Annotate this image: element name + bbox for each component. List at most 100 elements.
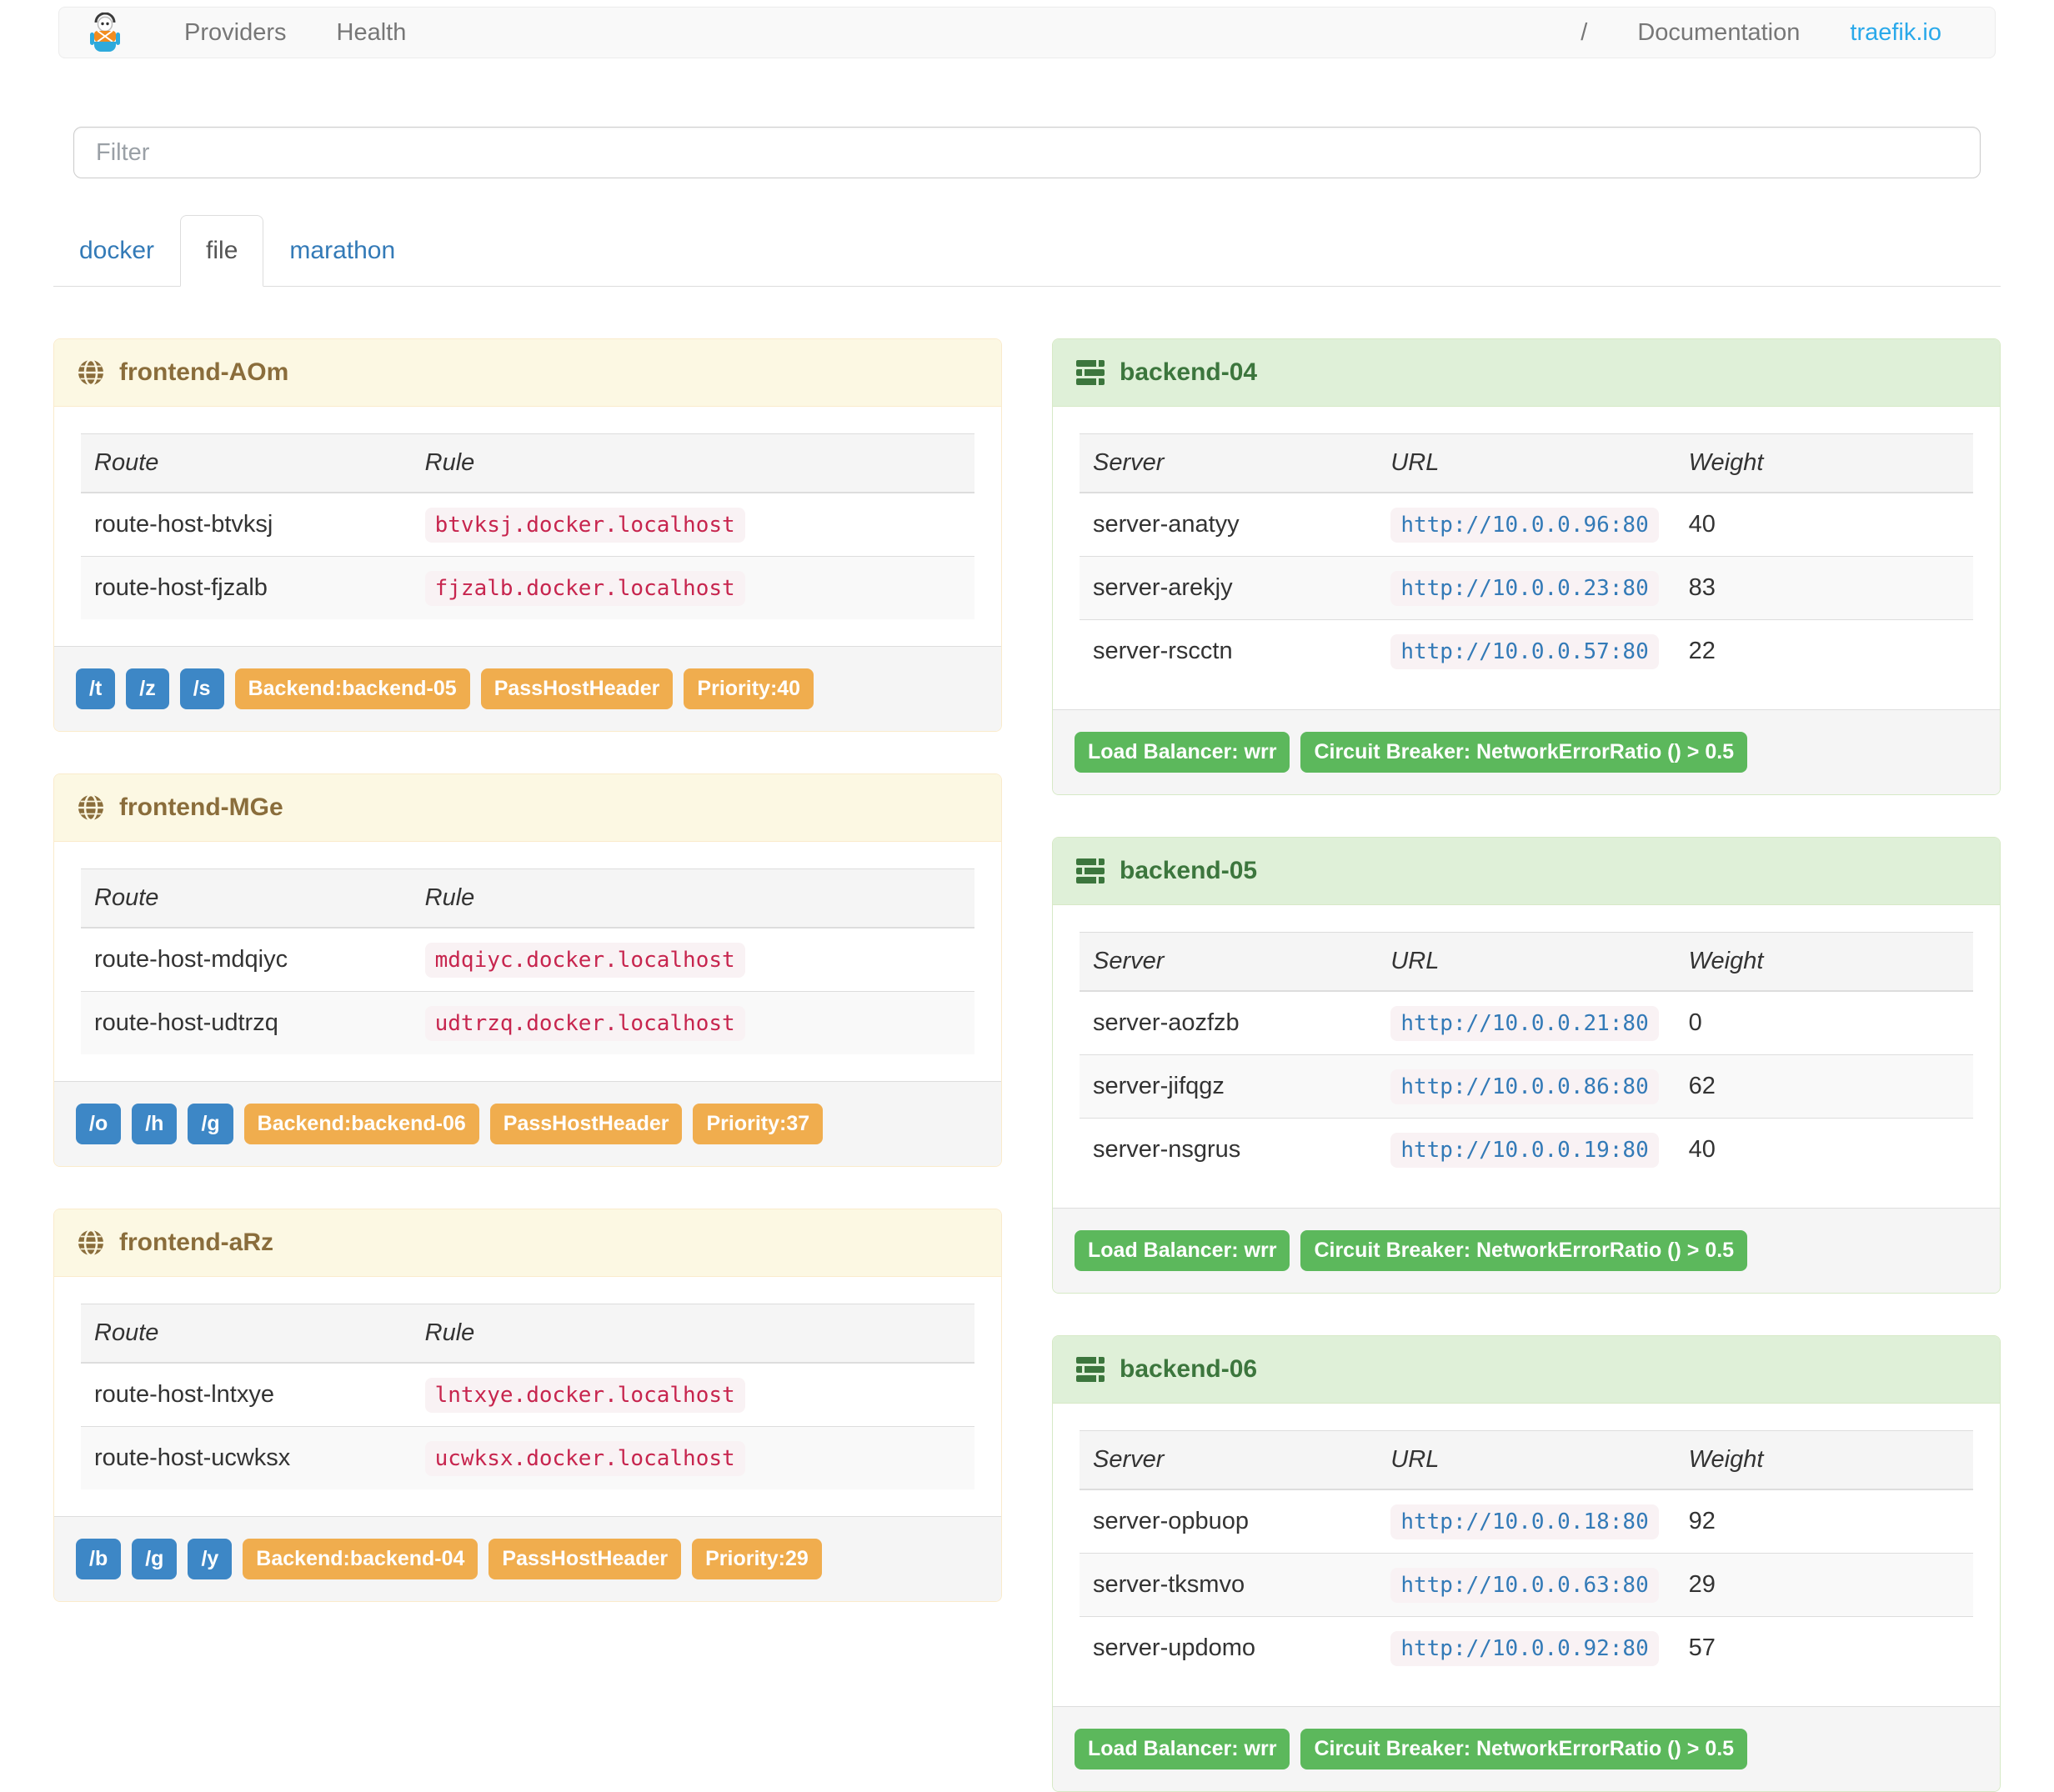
backend-panel-body: Server URL Weight server-opbuop http://10.0… (1053, 1404, 2000, 1706)
server-url-link[interactable]: http://10.0.0.23:80 (1390, 571, 1659, 606)
rule-code: udtrzq.docker.localhost (424, 1006, 745, 1041)
frontend-panel: frontend-MGe Route Rule route-host-mdqiyc… (53, 773, 1002, 1167)
backend-tag-badge: Load Balancer: wrr (1075, 1230, 1290, 1271)
servers-table-header-row: Server URL Weight (1080, 433, 1973, 493)
server-url-link[interactable]: http://10.0.0.92:80 (1390, 1631, 1659, 1666)
backend-tag-badge: Circuit Breaker: NetworkErrorRatio () > … (1300, 1230, 1748, 1271)
server-name: server-rscctn (1080, 619, 1378, 683)
backend-panel: backend-04 Server URL Weight server-anatyy… (1052, 338, 2001, 795)
servers-table-body: server-opbuop http://10.0.0.18:80 92 server… (1080, 1489, 1973, 1679)
tab-file[interactable]: file (180, 215, 264, 287)
server-url-link[interactable]: http://10.0.0.63:80 (1390, 1568, 1659, 1603)
frontend-title: frontend-AOm (119, 358, 289, 386)
route-path-badge: /g (188, 1104, 233, 1144)
server-name: server-updomo (1080, 1616, 1378, 1679)
column-header: Rule (411, 433, 974, 493)
routes-table: Route Rule route-host-mdqiyc mdqiyc.docker… (81, 868, 974, 1054)
routes-table: Route Rule route-host-btvksj btvksj.docker… (81, 433, 974, 619)
rule-code: lntxye.docker.localhost (424, 1378, 745, 1413)
frontend-panel-header: frontend-aRz (54, 1209, 1001, 1277)
frontend-panel-footer: /b/g/y Backend:backend-04 PassHostHeader Pr… (54, 1516, 1001, 1601)
globe-icon (76, 793, 106, 823)
frontend-panel-header: frontend-AOm (54, 339, 1001, 407)
backend-panel-footer: Load Balancer: wrr Circuit Breaker: Netwo… (1053, 1208, 2000, 1293)
route-name: route-host-mdqiyc (94, 946, 288, 973)
backend-title: backend-06 (1120, 1355, 1258, 1383)
frontend-panel-body: Route Rule route-host-btvksj btvksj.docker… (54, 407, 1001, 646)
server-url-cell: http://10.0.0.18:80 (1377, 1489, 1675, 1554)
route-path-badge: /z (126, 668, 169, 709)
server-url-link[interactable]: http://10.0.0.21:80 (1390, 1006, 1659, 1041)
frontend-tag-badge: Priority:37 (693, 1104, 824, 1144)
route-name: route-host-udtrzq (81, 991, 412, 1054)
backend-title: backend-04 (1120, 358, 1258, 386)
server-weight: 40 (1688, 511, 1716, 538)
server-icon (1075, 1354, 1106, 1384)
rule-code: btvksj.docker.localhost (424, 508, 745, 543)
tab-marathon[interactable]: marathon (289, 237, 396, 264)
frontend-panel: frontend-aRz Route Rule route-host-lntxye… (53, 1209, 1002, 1602)
server-weight: 92 (1688, 1508, 1716, 1534)
server-url-link[interactable]: http://10.0.0.86:80 (1390, 1069, 1659, 1104)
navbar-right: / Documentation traefik.io (1556, 19, 1966, 47)
nav-link-health[interactable]: Health (336, 18, 407, 46)
server-weight: 40 (1675, 1118, 1973, 1181)
backend-panel-footer: Load Balancer: wrr Circuit Breaker: Netwo… (1053, 709, 2000, 794)
routes-table-body: route-host-lntxye lntxye.docker.localhost… (81, 1363, 974, 1489)
column-header: Rule (411, 1304, 974, 1364)
column-header: Route (81, 1304, 412, 1364)
server-url-cell: http://10.0.0.92:80 (1377, 1616, 1676, 1679)
column-header: Weight (1675, 433, 1973, 493)
route-path-badge: /g (132, 1539, 178, 1579)
backend-tag-badge: Circuit Breaker: NetworkErrorRatio () > … (1300, 732, 1748, 773)
column-header: Server (1080, 433, 1378, 493)
routes-table-header-row: Route Rule (81, 868, 974, 929)
server-weight: 62 (1675, 1054, 1973, 1119)
nav-link-traefik-io[interactable]: traefik.io (1850, 18, 1941, 46)
column-header: Rule (411, 868, 974, 929)
routes-table-body: route-host-mdqiyc mdqiyc.docker.localhost… (81, 928, 974, 1054)
frontend-panel-body: Route Rule route-host-mdqiyc mdqiyc.docker… (54, 842, 1001, 1081)
backend-title: backend-05 (1120, 857, 1258, 884)
server-name: server-arekjy (1080, 556, 1378, 620)
servers-table: Server URL Weight server-aozfzb http://10.0… (1080, 932, 1973, 1181)
server-name: server-nsgrus (1080, 1118, 1378, 1181)
column-header: Server (1080, 1430, 1378, 1490)
column-header: URL (1377, 433, 1676, 493)
server-name: server-opbuop (1093, 1508, 1249, 1534)
route-row: route-host-lntxye lntxye.docker.localhost (81, 1363, 974, 1427)
rule-cell: udtrzq.docker.localhost (411, 991, 974, 1054)
server-url-link[interactable]: http://10.0.0.19:80 (1390, 1133, 1659, 1168)
server-name: server-jifqgz (1080, 1054, 1378, 1119)
route-name: route-host-fjzalb (81, 556, 412, 619)
server-url-link[interactable]: http://10.0.0.57:80 (1390, 634, 1659, 669)
server-url-link[interactable]: http://10.0.0.18:80 (1390, 1504, 1659, 1539)
server-weight: 83 (1675, 556, 1973, 620)
nav-link-documentation[interactable]: Documentation (1637, 18, 1801, 46)
servers-table: Server URL Weight server-opbuop http://10.0… (1080, 1430, 1973, 1679)
rule-cell: mdqiyc.docker.localhost (412, 928, 974, 992)
route-path-badge: /o (76, 1104, 122, 1144)
route-row: route-host-fjzalb fjzalb.docker.localhost (81, 556, 974, 619)
server-icon (1075, 856, 1106, 886)
servers-table-body: server-aozfzb http://10.0.0.21:80 0 server-… (1080, 991, 1973, 1181)
frontend-panel-footer: /t/z/s Backend:backend-05 PassHostHeader Pr… (54, 646, 1001, 731)
server-url-link[interactable]: http://10.0.0.96:80 (1390, 508, 1659, 543)
backend-panel: backend-06 Server URL Weight server-opbuop… (1052, 1335, 2001, 1792)
filter-input[interactable] (73, 127, 1981, 178)
routes-table: Route Rule route-host-lntxye lntxye.docker… (81, 1304, 974, 1489)
traefik-logo[interactable] (88, 13, 123, 53)
route-path-badge: /b (76, 1539, 122, 1579)
column-header: Server (1080, 932, 1378, 992)
servers-table: Server URL Weight server-anatyy http://10.0… (1080, 433, 1973, 683)
backend-panel-header: backend-06 (1053, 1336, 2000, 1404)
routes-table-header-row: Route Rule (81, 433, 974, 493)
backend-tag-badge: Circuit Breaker: NetworkErrorRatio () > … (1300, 1729, 1748, 1769)
server-url-cell: http://10.0.0.96:80 (1377, 493, 1675, 557)
frontends-column: frontend-AOm Route Rule route-host-btvksj… (53, 338, 1002, 1602)
traefik-mascot-icon (88, 13, 123, 53)
route-path-badge: /y (188, 1539, 233, 1579)
routes-table-body: route-host-btvksj btvksj.docker.localhost… (81, 493, 974, 619)
nav-link-providers[interactable]: Providers (184, 18, 287, 46)
tab-docker[interactable]: docker (79, 237, 155, 264)
